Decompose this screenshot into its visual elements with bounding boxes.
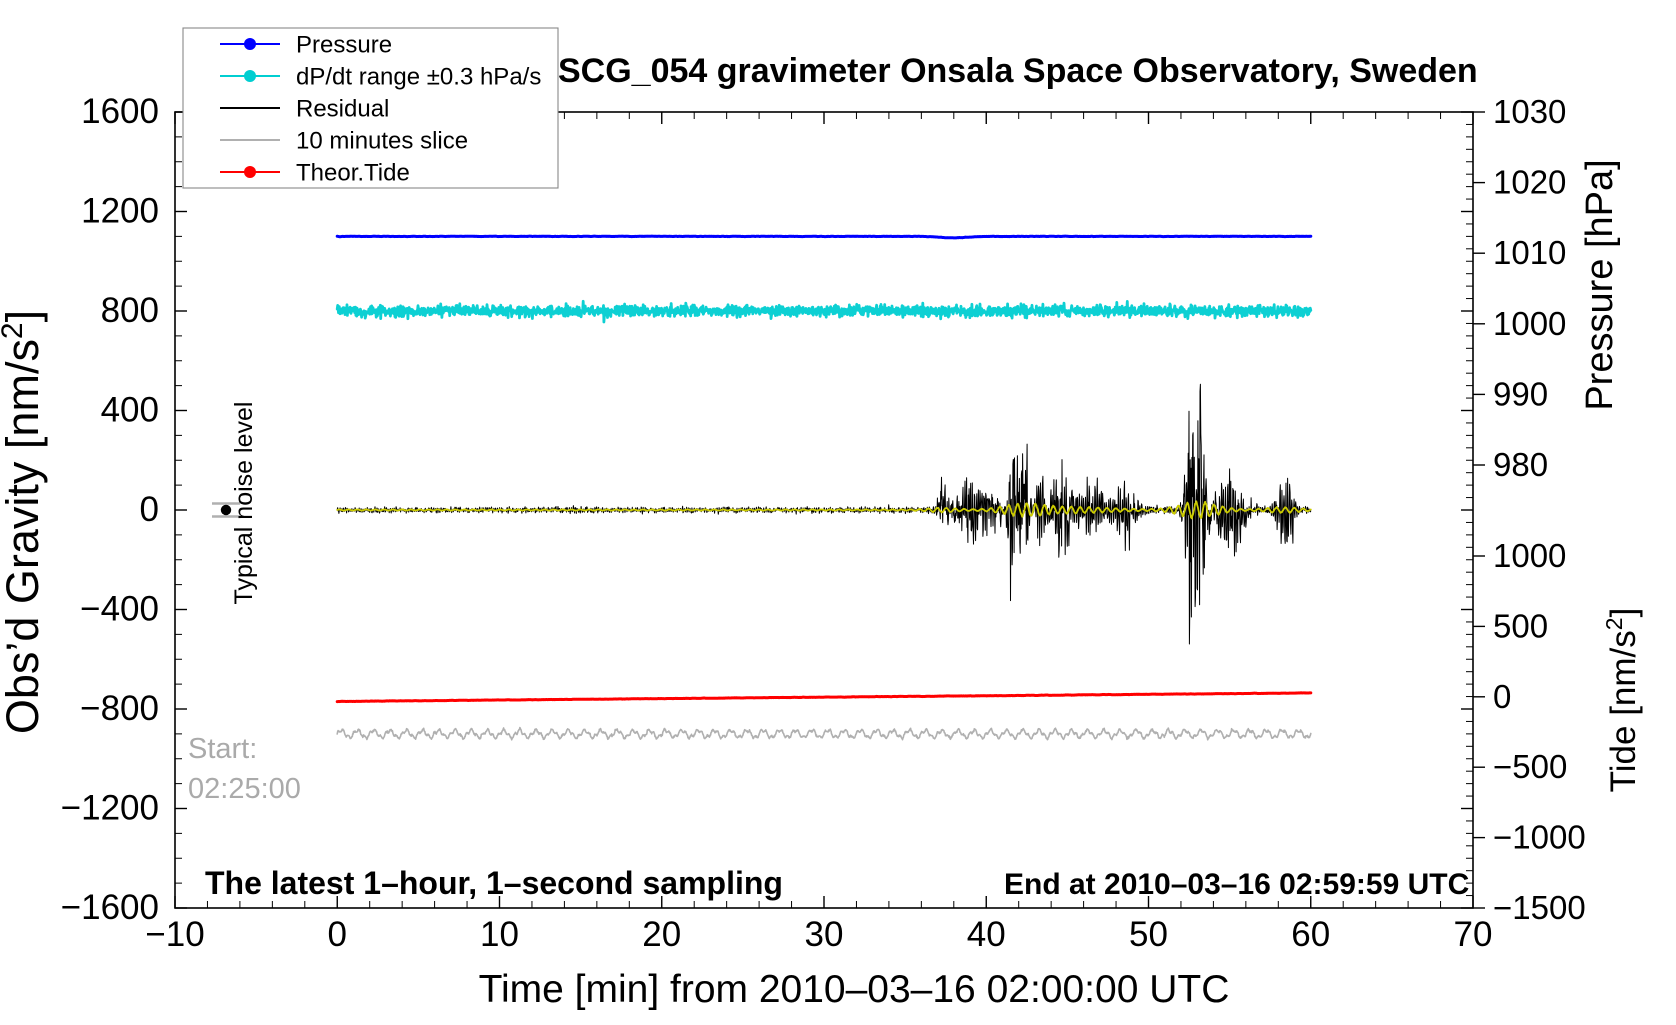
svg-text:990: 990	[1493, 375, 1548, 412]
svg-text:End at 2010–03–16 02:59:59 UTC: End at 2010–03–16 02:59:59 UTC	[1004, 868, 1469, 901]
svg-text:1020: 1020	[1493, 164, 1566, 201]
svg-text:The latest 1–hour, 1–second sa: The latest 1–hour, 1–second sampling	[205, 865, 783, 901]
svg-text:Time [min] from 2010–03–16 02:: Time [min] from 2010–03–16 02:00:00 UTC	[479, 968, 1230, 1011]
svg-text:Theor.Tide: Theor.Tide	[296, 160, 410, 187]
svg-text:10: 10	[480, 915, 519, 954]
svg-text:−1500: −1500	[1493, 889, 1586, 926]
svg-text:Pressure [hPa]: Pressure [hPa]	[1579, 159, 1621, 410]
svg-text:50: 50	[1129, 915, 1168, 954]
svg-text:30: 30	[805, 915, 844, 954]
svg-text:0: 0	[140, 490, 159, 529]
svg-text:60: 60	[1291, 915, 1330, 954]
svg-text:Pressure: Pressure	[296, 32, 392, 59]
svg-text:−800: −800	[80, 689, 159, 728]
svg-text:Residual: Residual	[296, 96, 389, 123]
svg-text:40: 40	[967, 915, 1006, 954]
svg-text:dP/dt range ±0.3 hPa/s: dP/dt range ±0.3 hPa/s	[296, 64, 541, 91]
svg-text:1000: 1000	[1493, 305, 1566, 342]
svg-text:−400: −400	[80, 590, 159, 629]
svg-text:1200: 1200	[81, 192, 159, 231]
svg-text:500: 500	[1493, 607, 1548, 644]
svg-text:Obs’d Gravity [nm/s2]: Obs’d Gravity [nm/s2]	[0, 310, 48, 734]
svg-text:Start:: Start:	[188, 733, 257, 765]
svg-text:Typical noise level: Typical noise level	[230, 402, 258, 605]
svg-text:1000: 1000	[1493, 537, 1566, 574]
svg-text:−500: −500	[1493, 748, 1567, 785]
svg-text:Tide [nm/s2]: Tide [nm/s2]	[1601, 608, 1643, 793]
svg-text:1010: 1010	[1493, 234, 1566, 271]
svg-text:SCG_054 gravimeter Onsala Spac: SCG_054 gravimeter Onsala Space Observat…	[558, 52, 1478, 90]
svg-text:800: 800	[101, 291, 159, 330]
svg-text:980: 980	[1493, 446, 1548, 483]
svg-text:−1200: −1200	[61, 789, 159, 828]
svg-text:1030: 1030	[1493, 93, 1566, 130]
svg-text:0: 0	[328, 915, 347, 954]
svg-text:20: 20	[642, 915, 681, 954]
svg-text:400: 400	[101, 391, 159, 430]
svg-text:70: 70	[1454, 915, 1493, 954]
svg-text:0: 0	[1493, 678, 1511, 715]
svg-text:10 minutes slice: 10 minutes slice	[296, 128, 468, 155]
svg-text:−1000: −1000	[1493, 819, 1586, 856]
svg-text:−1600: −1600	[61, 888, 159, 927]
svg-text:1600: 1600	[81, 92, 159, 131]
svg-text:02:25:00: 02:25:00	[188, 773, 301, 805]
